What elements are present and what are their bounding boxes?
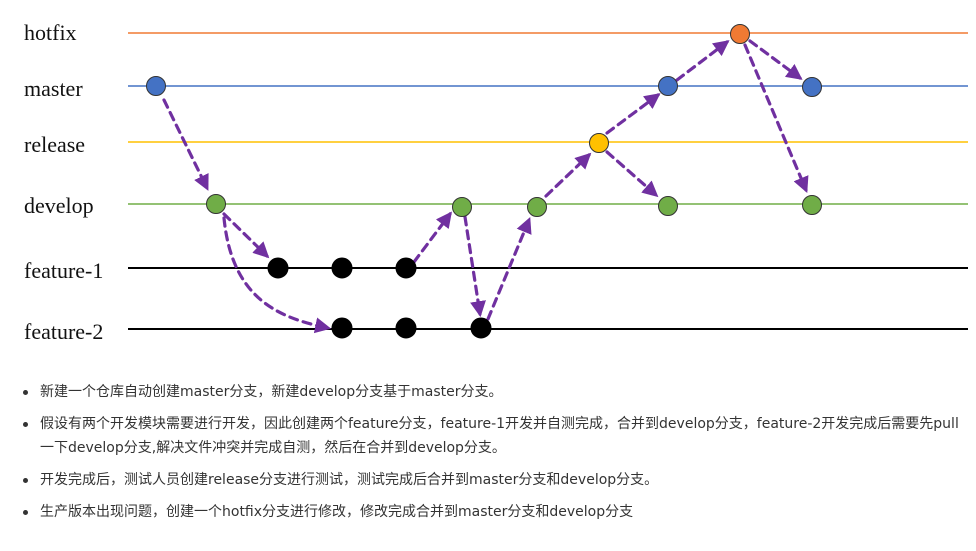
- arrow-master-to-develop: [162, 98, 209, 191]
- commit-node-release: [589, 133, 609, 153]
- arrow-develop-to-feature-1: [222, 212, 270, 259]
- commit-node-develop: [527, 197, 547, 217]
- commit-node-master: [802, 77, 822, 97]
- arrow-develop-to-feature-2-pull: [463, 215, 486, 318]
- commit-node-master: [146, 76, 166, 96]
- commit-node-develop: [452, 197, 472, 217]
- commit-node-feature-1: [267, 257, 289, 279]
- note-item: 开发完成后，测试人员创建release分支进行测试，测试完成后合并到master…: [20, 468, 970, 492]
- branch-label-feature-2: feature-2: [24, 319, 103, 344]
- branch-label-feature-1: feature-1: [24, 258, 103, 283]
- commit-node-hotfix: [730, 24, 750, 44]
- arrow-feature-2-to-develop: [486, 217, 532, 321]
- arrow-release-to-master: [605, 93, 661, 135]
- arrow-develop-to-release: [544, 152, 592, 198]
- notes-list: 新建一个仓库自动创建master分支，新建develop分支基于master分支…: [0, 380, 976, 532]
- note-item: 新建一个仓库自动创建master分支，新建develop分支基于master分支…: [20, 380, 970, 404]
- branch-label-release: release: [24, 132, 85, 157]
- commit-nodes: [146, 24, 822, 339]
- commit-node-feature-2: [470, 317, 492, 339]
- commit-node-feature-2: [395, 317, 417, 339]
- note-item: 生产版本出现问题，创建一个hotfix分支进行修改，修改完成合并到master分…: [20, 500, 970, 524]
- arrow-hotfix-to-develop: [743, 43, 809, 193]
- arrow-release-to-develop: [605, 150, 659, 198]
- note-item: 假设有两个开发模块需要进行开发，因此创建两个feature分支，feature-…: [20, 412, 970, 460]
- commit-node-develop: [658, 196, 678, 216]
- commit-node-feature-1: [395, 257, 417, 279]
- arrow-hotfix-to-master: [748, 39, 803, 80]
- commit-node-develop: [802, 195, 822, 215]
- commit-node-master: [658, 76, 678, 96]
- commit-node-develop: [206, 194, 226, 214]
- branch-label-hotfix: hotfix: [24, 20, 77, 45]
- arrow-master-to-hotfix: [675, 40, 730, 82]
- git-flow-diagram: hotfix master release develop feature-1 …: [24, 20, 968, 344]
- branch-label-develop: develop: [24, 193, 94, 218]
- merge-arrows: [162, 39, 809, 334]
- arrow-develop-to-feature-2: [222, 216, 332, 334]
- commit-node-feature-1: [331, 257, 353, 279]
- branch-label-master: master: [24, 76, 83, 101]
- commit-node-feature-2: [331, 317, 353, 339]
- arrow-feature-1-to-develop: [412, 211, 452, 264]
